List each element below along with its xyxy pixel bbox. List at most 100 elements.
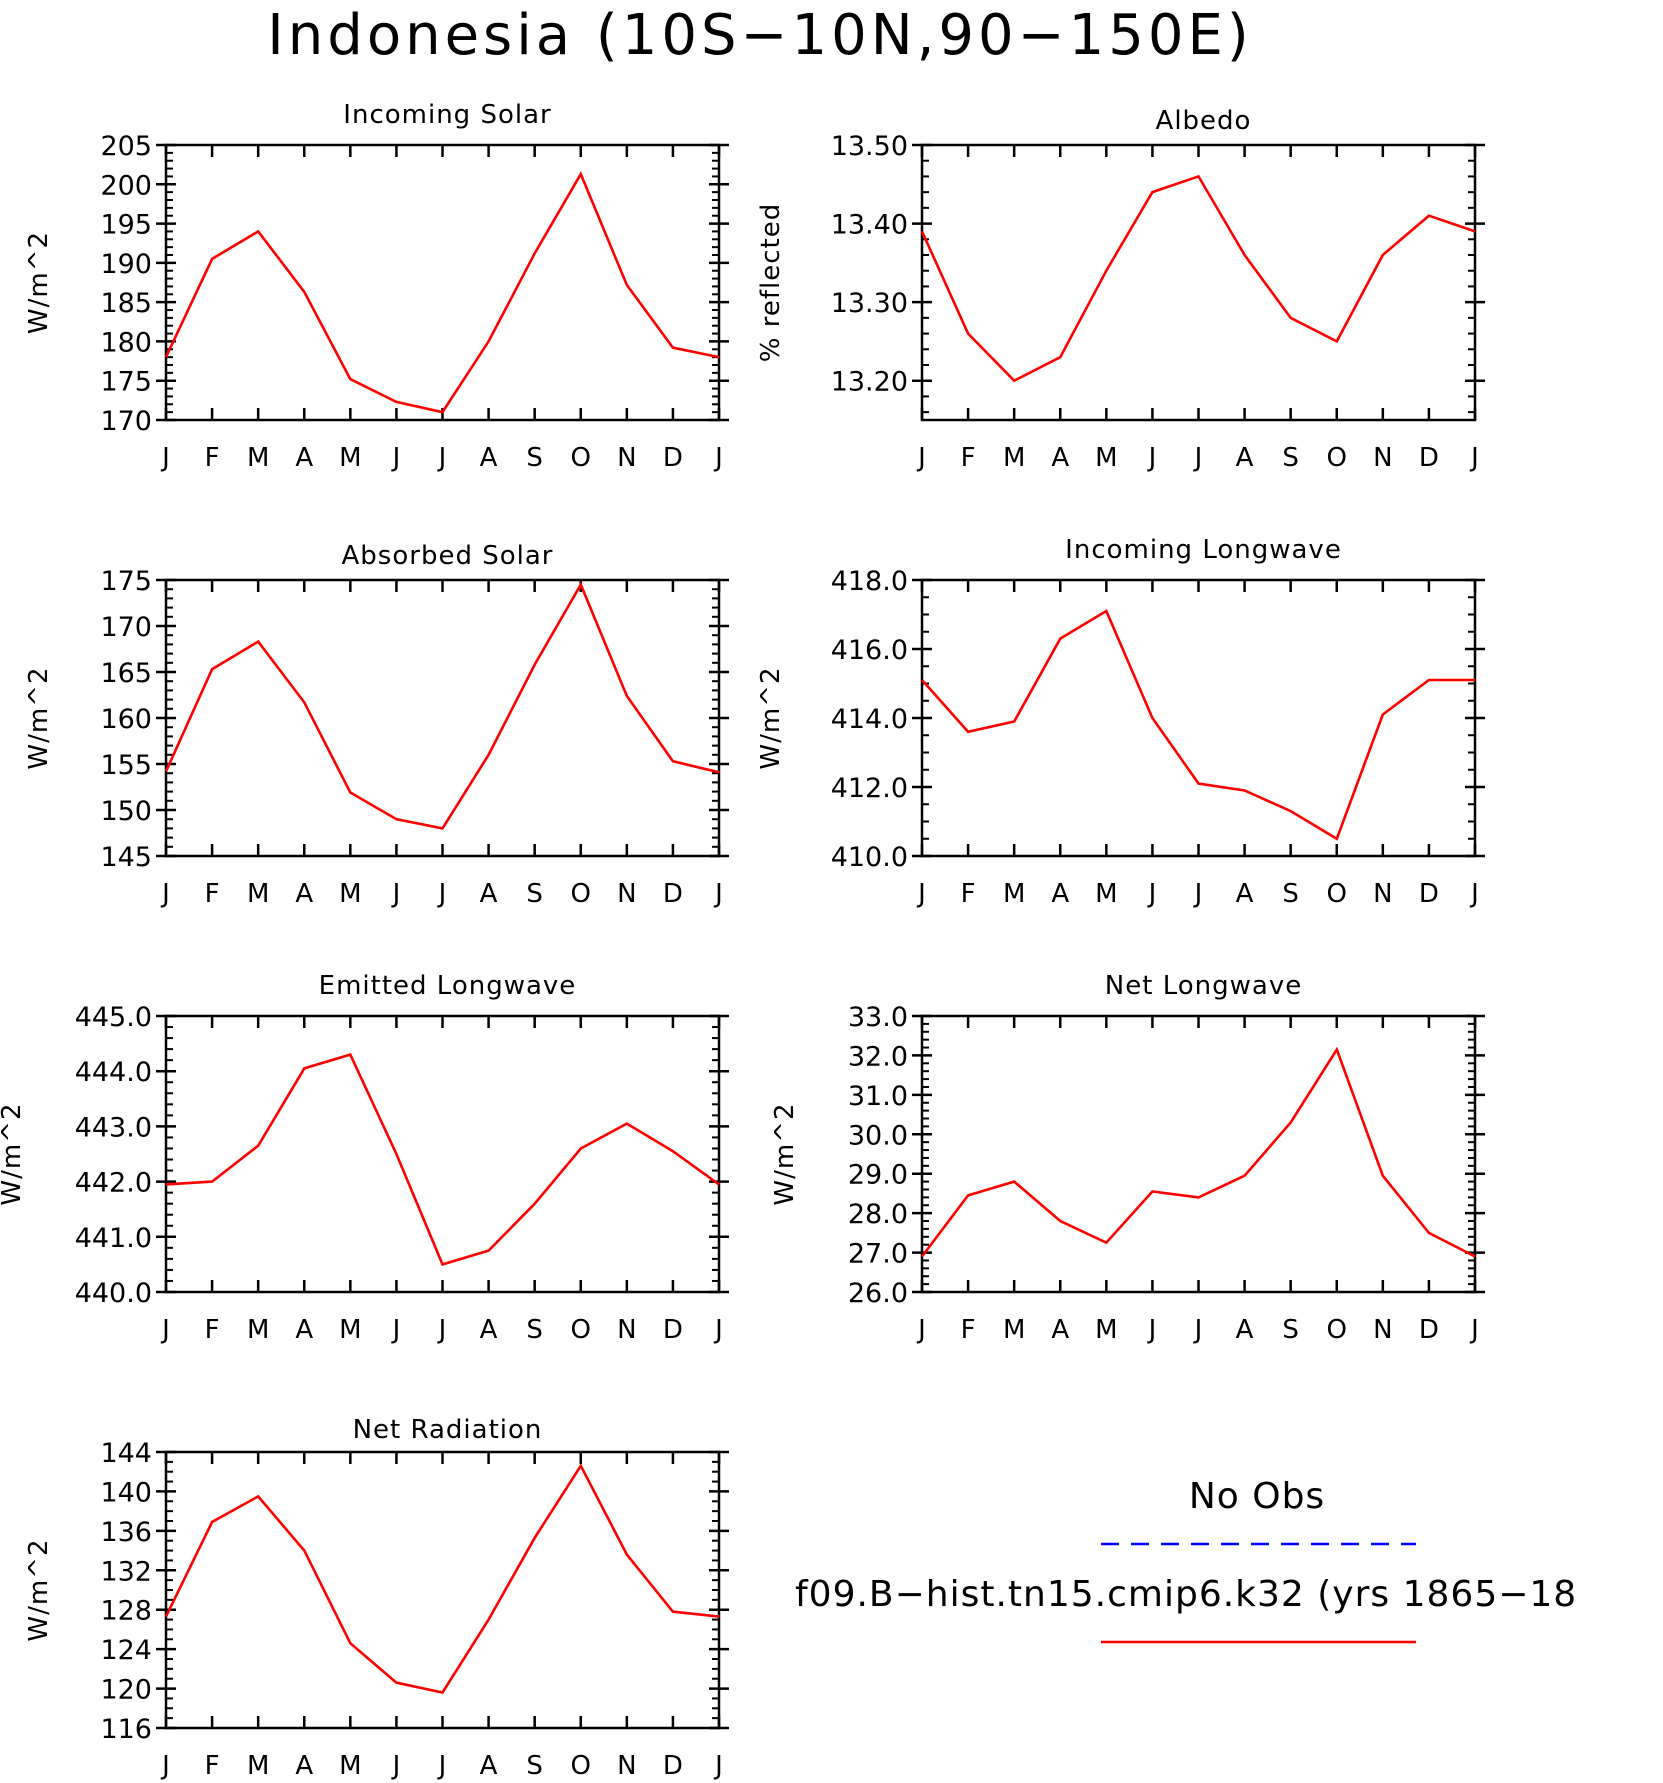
x-tick-label: J — [160, 879, 170, 909]
y-tick-label: 170 — [100, 406, 152, 437]
y-tick-label: 155 — [100, 750, 152, 781]
x-tick-label: A — [1236, 879, 1254, 909]
y-tick-label: 124 — [100, 1635, 152, 1666]
main-title: Indonesia (10S−10N,90−150E) — [267, 3, 1252, 68]
panel-title: Net Longwave — [1105, 971, 1302, 1001]
x-tick-label: J — [391, 1751, 401, 1781]
panel-albedo: J F M A M J J A S O N D J13.2013.3013.4013.50Albedo%… — [756, 106, 1485, 473]
y-tick-label: 441.0 — [75, 1223, 152, 1254]
y-tick-label: 170 — [100, 612, 152, 643]
y-tick-label: 128 — [100, 1596, 152, 1627]
x-tick-label: M — [247, 1315, 269, 1345]
x-tick-label: M — [247, 1751, 269, 1781]
legend-obs-label: No Obs — [1189, 1476, 1325, 1517]
y-tick-label: 190 — [100, 249, 152, 280]
panel-title: Net Radiation — [353, 1415, 543, 1445]
y-tick-label: 136 — [100, 1517, 152, 1548]
x-tick-label: A — [295, 1315, 313, 1345]
x-tick-label: J — [391, 879, 401, 909]
x-tick-label: F — [205, 1315, 220, 1345]
panel-net-radiation: J F M A M J J A S O N D J116120124128132136140144Net… — [24, 1415, 729, 1781]
x-tick-label: O — [1327, 879, 1347, 909]
y-tick-label: 28.0 — [848, 1199, 908, 1230]
y-tick-label: 445.0 — [75, 1002, 152, 1033]
x-tick-label: D — [1419, 879, 1439, 909]
x-tick-label: A — [295, 879, 313, 909]
x-tick-label: F — [205, 1751, 220, 1781]
y-tick-label: 13.40 — [831, 210, 908, 241]
y-axis-label: W/m^2 — [24, 666, 54, 769]
x-tick-label: J — [713, 1751, 723, 1781]
x-tick-label: J — [437, 1751, 447, 1781]
x-tick-label: J — [916, 1315, 926, 1345]
x-tick-label: D — [1419, 443, 1439, 473]
y-tick-label: 410.0 — [831, 842, 908, 873]
x-tick-label: M — [1095, 443, 1117, 473]
x-tick-label: A — [1236, 443, 1254, 473]
x-tick-label: J — [437, 879, 447, 909]
x-tick-label: O — [571, 1751, 591, 1781]
plot-frame — [164, 1450, 721, 1730]
y-axis-label: W/m^2 — [770, 1102, 800, 1205]
series-line — [920, 1046, 1476, 1258]
y-tick-label: 165 — [100, 658, 152, 689]
plot-frame — [920, 578, 1477, 858]
x-tick-label: M — [1003, 443, 1025, 473]
legend-model-label: f09.B−hist.tn15.cmip6.k32 (yrs 1865−18 — [795, 1574, 1577, 1615]
y-tick-label: 412.0 — [831, 773, 908, 804]
series-line — [165, 1053, 720, 1266]
x-tick-label: J — [160, 1315, 170, 1345]
x-tick-label: A — [1051, 443, 1069, 473]
panel-title: Albedo — [1156, 106, 1252, 136]
x-tick-label: F — [961, 443, 976, 473]
x-tick-label: J — [160, 1751, 170, 1781]
x-tick-label: O — [1327, 443, 1347, 473]
x-tick-label: J — [713, 879, 723, 909]
y-tick-label: 30.0 — [848, 1120, 908, 1151]
panel-incoming-solar: J F M A M J J A S O N D J170175180185190195200205Inc… — [24, 100, 729, 473]
x-tick-label: O — [571, 1315, 591, 1345]
y-tick-label: 33.0 — [848, 1002, 908, 1033]
x-tick-label: S — [526, 443, 543, 473]
x-tick-label: J — [1193, 879, 1203, 909]
panel-absorbed-solar: J F M A M J J A S O N D J145150155160165170175Absorb… — [24, 541, 729, 909]
series-line — [164, 171, 720, 414]
x-tick-label: J — [1147, 1315, 1157, 1345]
x-tick-label: D — [663, 1315, 683, 1345]
x-tick-label: S — [526, 1751, 543, 1781]
y-tick-label: 200 — [100, 170, 152, 201]
x-tick-label: D — [663, 879, 683, 909]
x-tick-label: J — [1147, 879, 1157, 909]
y-tick-label: 442.0 — [75, 1168, 152, 1199]
y-tick-label: 27.0 — [848, 1239, 908, 1270]
x-tick-label: J — [1469, 443, 1479, 473]
series-line — [921, 609, 1475, 841]
y-tick-label: 145 — [100, 842, 152, 873]
x-tick-label: J — [437, 443, 447, 473]
x-tick-label: M — [1003, 1315, 1025, 1345]
x-tick-label: J — [437, 1315, 447, 1345]
y-tick-label: 132 — [100, 1556, 152, 1587]
x-tick-label: J — [713, 443, 723, 473]
x-tick-label: J — [713, 1315, 723, 1345]
x-tick-label: M — [247, 443, 269, 473]
x-tick-label: A — [480, 443, 498, 473]
x-tick-label: S — [526, 1315, 543, 1345]
y-tick-label: 13.50 — [831, 131, 908, 162]
panel-net-longwave: J F M A M J J A S O N D J26.027.028.029.030.031.032.… — [770, 971, 1485, 1345]
x-tick-label: M — [339, 879, 361, 909]
panel-incoming-longwave: J F M A M J J A S O N D J410.0412.0414.0416.0418.0In… — [756, 535, 1485, 909]
x-tick-label: F — [961, 1315, 976, 1345]
y-tick-label: 185 — [100, 288, 152, 319]
x-tick-label: M — [339, 1751, 361, 1781]
x-tick-label: M — [1095, 1315, 1117, 1345]
x-tick-label: N — [617, 879, 636, 909]
plot-frame — [920, 143, 1477, 422]
x-tick-label: S — [1282, 1315, 1299, 1345]
y-axis-label: W/m^2 — [756, 666, 786, 769]
x-tick-label: A — [480, 1315, 498, 1345]
legend: No Obs f09.B−hist.tn15.cmip6.k32 (yrs 18… — [795, 1476, 1577, 1644]
x-tick-label: M — [247, 879, 269, 909]
x-tick-label: M — [1095, 879, 1117, 909]
y-tick-label: 150 — [100, 796, 152, 827]
